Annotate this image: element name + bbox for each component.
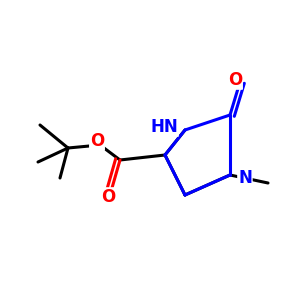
Text: O: O	[228, 71, 242, 89]
Text: HN: HN	[150, 118, 178, 136]
Text: N: N	[238, 169, 252, 187]
Text: O: O	[101, 188, 115, 206]
Text: O: O	[90, 132, 104, 150]
